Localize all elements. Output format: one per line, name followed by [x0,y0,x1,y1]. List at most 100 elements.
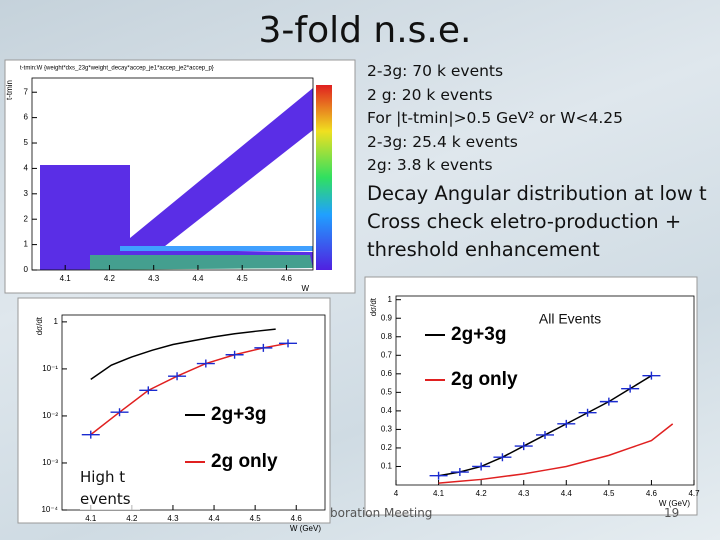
plot-frame [61,314,326,511]
data-point [139,386,158,395]
series-line [90,328,276,380]
y-axis-label: t-tmin [5,80,14,100]
legend-label: 2g+3g [211,404,266,425]
data-point [621,384,640,393]
data-point [472,462,491,471]
data-point [536,430,554,439]
data-point [599,397,618,406]
slide-title: 3-fold n.s.e. [258,10,472,51]
y-tick-label: 2 [24,214,29,223]
y-tick-label: 1 [54,317,59,326]
x-tick-label: 4.1 [60,274,72,283]
x-axis-label: W [301,284,309,293]
data-point [578,408,597,417]
data-point [429,471,448,480]
data-point [81,430,100,439]
x-tick-label: 4.1 [433,489,445,498]
data-point [493,453,512,462]
plot-title: t-tmin:W {weight*dxs_23g*weight_decay*ac… [20,66,214,72]
x-axis-label: W (GeV) [290,524,321,533]
x-tick-label: 4.5 [603,489,615,498]
x-tick-label: 4.3 [167,514,179,523]
y-tick-label: 6 [24,113,29,122]
heatmap-region [40,88,313,270]
data-point [225,350,244,359]
x-tick-label: 4.4 [561,489,573,498]
heatmap-region [120,246,313,251]
legend-label: 2g only [211,451,278,472]
x-tick-label: 4.5 [237,274,249,283]
data-point [450,468,469,477]
y-axis-label: dσ/dt [369,297,378,316]
data-point [279,339,298,348]
y-tick-label: 0.3 [381,425,393,434]
note: 2g: 3.8 k events [367,156,493,175]
annotation: All Events [539,311,601,327]
y-tick-label: 0.2 [381,443,393,452]
point: Decay Angular distribution at low t [367,182,707,205]
color-bar [316,85,332,270]
y-tick-label: 10⁻¹ [42,364,58,373]
x-tick-label: 4.3 [518,489,530,498]
y-tick-label: 0.4 [381,406,393,415]
x-tick-label: 4.4 [208,514,220,523]
note: 2-3g: 25.4 k events [367,132,518,151]
x-tick-label: 4.3 [148,274,160,283]
footer: boration Meeting [330,506,433,520]
data-point [110,408,129,417]
y-tick-label: 0 [24,265,29,274]
x-tick-label: 4.6 [646,489,658,498]
x-axis-label: W (GeV) [659,499,690,508]
x-tick-label: 4.4 [192,274,204,283]
y-tick-label: 10⁻² [42,411,58,420]
plot-frame [395,295,695,486]
x-tick-label: 4.7 [688,489,700,498]
annotation: High t events [80,466,140,510]
notes: 2-3g: 70 k events 2 g: 20 k events For |… [367,60,623,178]
data-point [254,343,273,352]
y-tick-label: 1 [24,240,29,249]
data-point [557,419,576,428]
y-tick-label: 0.5 [381,387,393,396]
points: Decay Angular distribution at low t Cros… [367,180,717,264]
y-tick-label: 4 [24,164,29,173]
x-tick-label: 4 [394,489,399,498]
data-point [642,371,661,380]
x-tick-label: 4.2 [476,489,488,498]
note: 2-3g: 70 k events [367,62,504,80]
y-tick-label: 0.8 [381,332,393,341]
y-tick-label: 5 [24,138,29,147]
legend-label: 2g only [451,369,518,390]
note: For |t-tmin|>0.5 GeV² or W<4.25 [367,109,624,128]
y-tick-label: 7 [24,87,29,96]
y-tick-label: 0.7 [381,350,393,359]
x-tick-label: 4.6 [281,274,293,283]
legend-label: 2g+3g [451,324,506,345]
x-tick-label: 4.5 [250,514,262,523]
y-tick-label: 10⁻³ [42,458,58,467]
y-tick-label: 3 [24,189,29,198]
data-point [168,372,187,381]
data-point [514,442,533,451]
y-tick-label: 10⁻⁴ [41,505,58,514]
y-axis-label: dσ/dt [35,316,44,335]
point: Cross check eletro-production + threshol… [367,210,682,261]
plot-image [364,276,698,516]
page-number: 19 [664,506,680,520]
plot-frame [31,77,314,271]
heatmap-region [90,255,313,270]
series-line [438,423,674,484]
x-tick-label: 4.1 [85,514,97,523]
y-tick-label: 0.9 [381,313,393,322]
x-tick-label: 4.2 [126,514,138,523]
data-point [196,359,215,368]
note: 2 g: 20 k events [367,85,493,104]
plot-image [17,297,331,524]
y-tick-label: 0.1 [381,462,393,471]
series-line [90,342,289,436]
x-tick-label: 4.2 [104,274,116,283]
y-tick-label: 0.6 [381,369,393,378]
y-tick-label: 1 [388,295,393,304]
